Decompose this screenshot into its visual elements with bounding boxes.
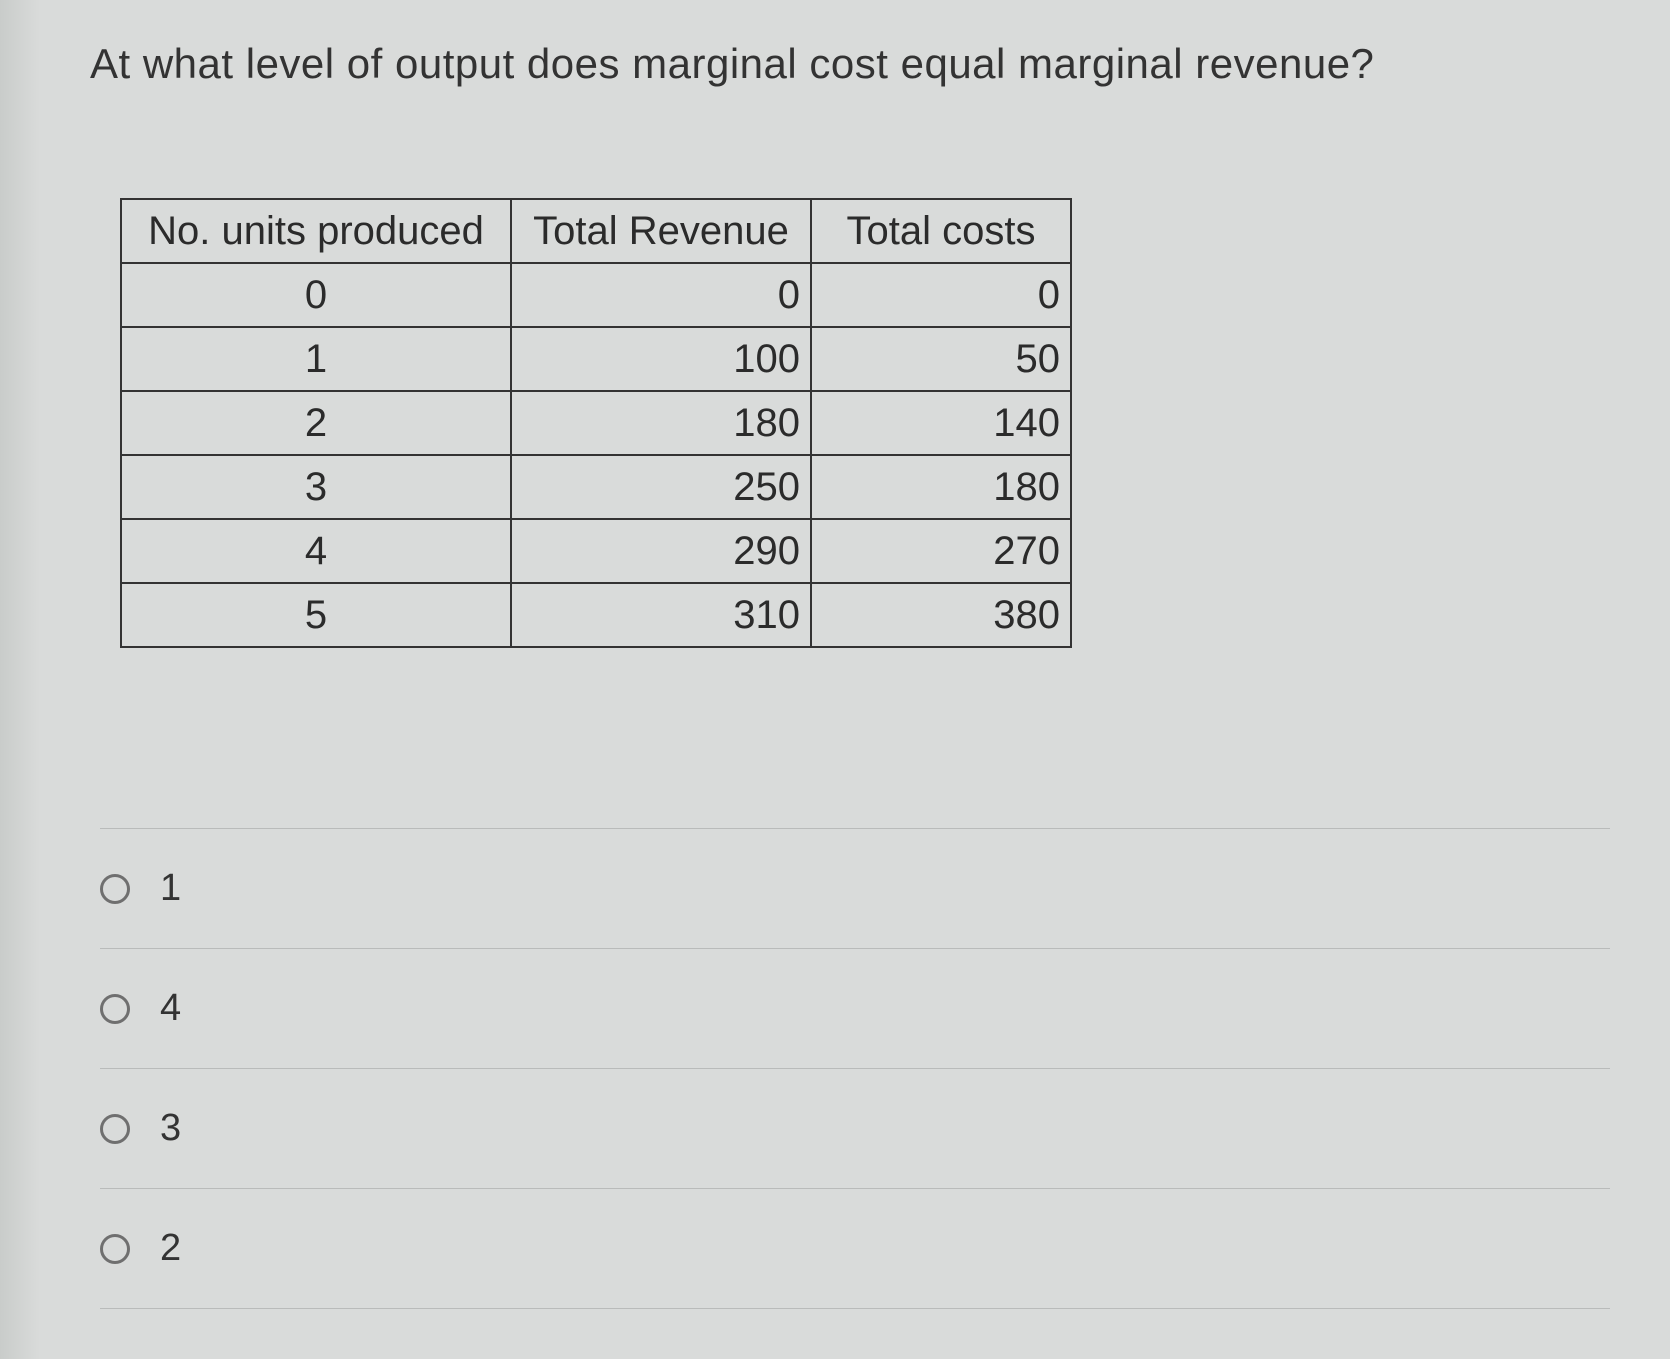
table-row: 5 310 380 [121, 583, 1071, 647]
radio-icon[interactable] [100, 994, 130, 1024]
cell-cost: 0 [811, 263, 1071, 327]
cell-units: 1 [121, 327, 511, 391]
cell-units: 0 [121, 263, 511, 327]
cell-units: 4 [121, 519, 511, 583]
col-header-revenue: Total Revenue [511, 199, 811, 263]
data-table: No. units produced Total Revenue Total c… [120, 198, 1072, 648]
cell-revenue: 290 [511, 519, 811, 583]
radio-icon[interactable] [100, 1114, 130, 1144]
table-row: 1 100 50 [121, 327, 1071, 391]
option-row[interactable]: 2 [100, 1189, 1610, 1309]
option-row[interactable]: 3 [100, 1069, 1610, 1189]
page-left-shadow [0, 0, 40, 1359]
answer-options: 1 4 3 2 [100, 828, 1610, 1309]
table-row: 2 180 140 [121, 391, 1071, 455]
data-table-wrap: No. units produced Total Revenue Total c… [120, 198, 1610, 648]
cell-revenue: 100 [511, 327, 811, 391]
cell-revenue: 0 [511, 263, 811, 327]
cell-units: 5 [121, 583, 511, 647]
cell-cost: 380 [811, 583, 1071, 647]
cell-revenue: 310 [511, 583, 811, 647]
cell-units: 2 [121, 391, 511, 455]
table-header-row: No. units produced Total Revenue Total c… [121, 199, 1071, 263]
question-page: At what level of output does marginal co… [0, 0, 1670, 1309]
option-row[interactable]: 1 [100, 828, 1610, 949]
question-text: At what level of output does marginal co… [90, 40, 1610, 88]
cell-units: 3 [121, 455, 511, 519]
cell-cost: 140 [811, 391, 1071, 455]
cell-cost: 180 [811, 455, 1071, 519]
option-row[interactable]: 4 [100, 949, 1610, 1069]
option-label: 3 [160, 1107, 181, 1150]
option-label: 2 [160, 1227, 181, 1270]
option-label: 1 [160, 867, 181, 910]
cell-cost: 270 [811, 519, 1071, 583]
cell-revenue: 250 [511, 455, 811, 519]
table-row: 4 290 270 [121, 519, 1071, 583]
option-label: 4 [160, 987, 181, 1030]
radio-icon[interactable] [100, 1234, 130, 1264]
table-row: 0 0 0 [121, 263, 1071, 327]
cell-cost: 50 [811, 327, 1071, 391]
table-row: 3 250 180 [121, 455, 1071, 519]
col-header-costs: Total costs [811, 199, 1071, 263]
radio-icon[interactable] [100, 874, 130, 904]
col-header-units: No. units produced [121, 199, 511, 263]
cell-revenue: 180 [511, 391, 811, 455]
